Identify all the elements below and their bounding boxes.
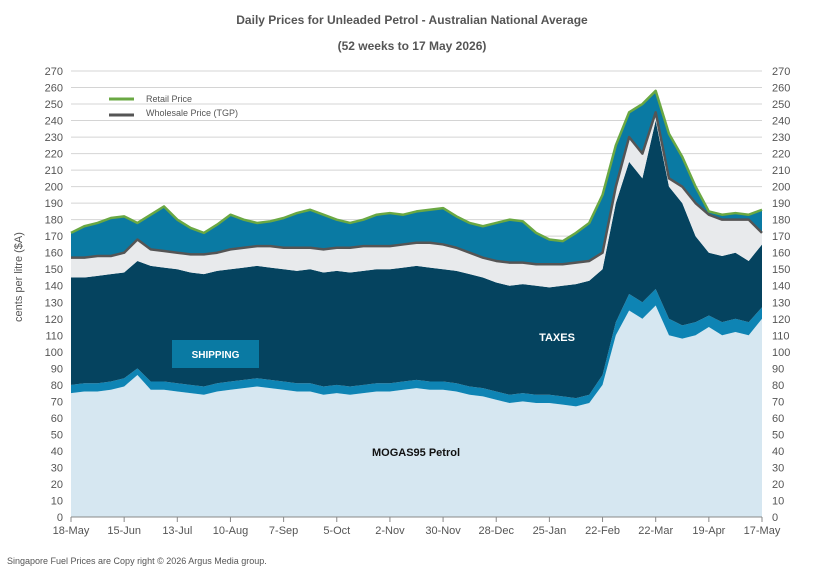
y-tick-label-left: 190 xyxy=(45,198,63,210)
y-tick-label-right: 0 xyxy=(772,512,778,524)
area-shipping xyxy=(71,289,762,407)
x-tick-label: 7-Sep xyxy=(269,525,298,537)
x-tick-label: 28-Dec xyxy=(478,525,514,537)
y-tick-label-left: 100 xyxy=(45,347,63,359)
y-tick-label-right: 180 xyxy=(772,215,790,227)
y-tick-label-right: 40 xyxy=(772,446,784,458)
y-tick-label-left: 70 xyxy=(51,396,63,408)
y-tick-label-right: 30 xyxy=(772,462,784,474)
y-tick-label-right: 80 xyxy=(772,380,784,392)
y-tick-label-left: 80 xyxy=(51,380,63,392)
y-tick-label-right: 250 xyxy=(772,99,790,111)
area-mogas95-petrol xyxy=(71,305,762,517)
y-tick-label-left: 50 xyxy=(51,429,63,441)
y-tick-label-right: 60 xyxy=(772,413,784,425)
y-tick-label-right: 150 xyxy=(772,264,790,276)
x-tick-label: 25-Jan xyxy=(533,525,567,537)
y-tick-label-left: 180 xyxy=(45,215,63,227)
y-tick-label-right: 50 xyxy=(772,429,784,441)
y-tick-label-left: 270 xyxy=(45,66,63,78)
annotation-shipping: SHIPPING xyxy=(172,340,259,368)
y-tick-label-right: 160 xyxy=(772,248,790,260)
x-tick-label: 22-Mar xyxy=(638,525,673,537)
y-axis-label: cents per litre ($A) xyxy=(13,232,25,322)
chart-title: Daily Prices for Unleaded Petrol - Austr… xyxy=(236,13,588,27)
x-tick-label: 17-May xyxy=(744,525,781,537)
y-tick-label-left: 0 xyxy=(57,512,63,524)
line-wholesale-price-tgp- xyxy=(71,111,763,266)
y-tick-label-right: 110 xyxy=(772,330,790,342)
y-tick-label-right: 70 xyxy=(772,396,784,408)
x-axis-ticks: 18-May 15-Jun 13-Jul 10-Aug 7-Sep 5-Oct 2-Nov 3… xyxy=(53,517,781,537)
y-tick-label-left: 210 xyxy=(45,165,63,177)
y-tick-label-left: 140 xyxy=(45,281,63,293)
y-tick-label-left: 30 xyxy=(51,462,63,474)
x-tick-label: 22-Feb xyxy=(585,525,620,537)
y-tick-label-right: 100 xyxy=(772,347,790,359)
y-tick-label-left: 240 xyxy=(45,116,63,128)
y-tick-label-right: 140 xyxy=(772,281,790,293)
y-tick-label-left: 20 xyxy=(51,479,63,491)
y-tick-label-right: 270 xyxy=(772,66,790,78)
taxes-label: TAXES xyxy=(539,332,575,344)
y-tick-label-left: 220 xyxy=(45,149,63,161)
mogas-label: MOGAS95 Petrol xyxy=(372,447,460,459)
legend-label-retail: Retail Price xyxy=(146,94,192,104)
y-tick-label-left: 40 xyxy=(51,446,63,458)
x-tick-label: 10-Aug xyxy=(213,525,248,537)
x-tick-label: 15-Jun xyxy=(107,525,141,537)
y-tick-label-right: 10 xyxy=(772,495,784,507)
y-axis-right-ticks: 0 10 20 30 40 50 60 70 80 90 100 110 120 130 140 150 160… xyxy=(772,66,790,524)
y-tick-label-left: 250 xyxy=(45,99,63,111)
y-tick-label-right: 260 xyxy=(772,83,790,95)
y-tick-label-left: 90 xyxy=(51,363,63,375)
x-tick-label: 18-May xyxy=(53,525,90,537)
copyright-footer: Singapore Fuel Prices are Copy right © 2… xyxy=(7,556,267,566)
y-tick-label-right: 90 xyxy=(772,363,784,375)
area-taxes xyxy=(71,120,762,399)
x-tick-label: 2-Nov xyxy=(375,525,405,537)
y-tick-label-right: 170 xyxy=(772,231,790,243)
y-tick-label-left: 10 xyxy=(51,495,63,507)
x-tick-label: 30-Nov xyxy=(425,525,461,537)
y-tick-label-right: 20 xyxy=(772,479,784,491)
y-tick-label-right: 210 xyxy=(772,165,790,177)
x-tick-label: 13-Jul xyxy=(162,525,192,537)
y-tick-label-right: 220 xyxy=(772,149,790,161)
series-lines xyxy=(70,89,763,266)
y-tick-label-left: 260 xyxy=(45,83,63,95)
y-tick-label-left: 150 xyxy=(45,264,63,276)
legend-label-wholesale: Wholesale Price (TGP) xyxy=(146,108,238,118)
y-tick-label-left: 170 xyxy=(45,231,63,243)
shipping-label: SHIPPING xyxy=(192,350,240,361)
y-tick-label-right: 230 xyxy=(772,132,790,144)
y-tick-label-right: 240 xyxy=(772,116,790,128)
y-tick-label-right: 200 xyxy=(772,182,790,194)
y-tick-label-right: 120 xyxy=(772,314,790,326)
y-tick-label-left: 200 xyxy=(45,182,63,194)
y-tick-label-left: 160 xyxy=(45,248,63,260)
y-tick-label-left: 110 xyxy=(45,330,63,342)
y-tick-label-right: 190 xyxy=(772,198,790,210)
y-tick-label-left: 120 xyxy=(45,314,63,326)
y-axis-left-ticks: 0 10 20 30 40 50 60 70 80 90 100 110 120 130 140 150 160… xyxy=(45,66,63,524)
y-tick-label-right: 130 xyxy=(772,297,790,309)
area-wholesale-price-tgp- xyxy=(71,112,762,288)
shipping-label-box xyxy=(172,340,259,368)
y-tick-label-left: 60 xyxy=(51,413,63,425)
y-tick-label-left: 230 xyxy=(45,132,63,144)
line-retail-price xyxy=(70,89,763,243)
legend: Retail Price Wholesale Price (TGP) xyxy=(109,94,238,118)
y-tick-label-left: 130 xyxy=(45,297,63,309)
chart-subtitle: (52 weeks to 17 May 2026) xyxy=(338,39,487,53)
x-tick-label: 5-Oct xyxy=(323,525,350,537)
x-tick-label: 19-Apr xyxy=(692,525,725,537)
